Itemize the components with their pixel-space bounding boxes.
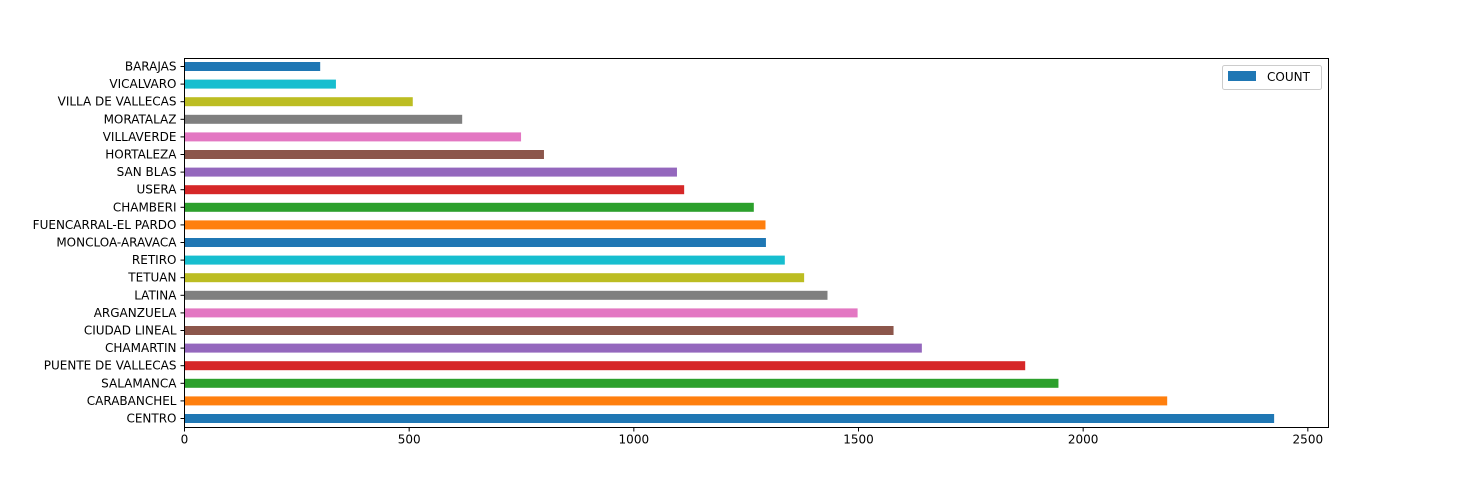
y-tick-label: SALAMANCA: [101, 376, 177, 390]
bar-tetuan: [184, 273, 805, 283]
bar-usera: [184, 185, 685, 195]
x-tick-label: 500: [398, 433, 421, 447]
y-tick-label: TETUAN: [127, 271, 176, 285]
bar-retiro: [184, 255, 785, 265]
y-tick-label: VICALVARO: [109, 77, 176, 91]
bar-puente-de-vallecas: [184, 361, 1026, 371]
x-tick-label: 2500: [1293, 433, 1324, 447]
y-tick-label: CENTRO: [126, 412, 176, 426]
y-tick-label: CHAMARTIN: [105, 341, 176, 355]
y-tick-label: USERA: [136, 183, 177, 197]
legend: COUNT: [1222, 65, 1322, 90]
y-tick-label: CARABANCHEL: [87, 394, 177, 408]
y-axis-ticks: CENTRO CARABANCHEL SALAMANCA PUENTE DE VALL…: [33, 60, 185, 426]
bar-centro: [184, 414, 1275, 423]
bar-chamartin: [184, 343, 922, 353]
bar-villaverde: [184, 132, 522, 142]
bar-arganzuela: [184, 308, 858, 318]
y-tick-label: VILLAVERDE: [103, 130, 177, 144]
y-tick-label: VILLA DE VALLECAS: [58, 95, 177, 109]
y-tick-label: PUENTE DE VALLECAS: [44, 359, 177, 373]
y-tick-label: HORTALEZA: [105, 148, 177, 162]
x-tick-label: 2000: [1068, 433, 1099, 447]
y-tick-label: BARAJAS: [125, 60, 177, 74]
y-tick-label: LATINA: [134, 288, 177, 302]
x-tick-label: 1000: [619, 433, 650, 447]
y-tick-label: FUENCARRAL-EL PARDO: [33, 218, 177, 232]
x-axis-ticks: 0 500 1000 1500 2000 2500: [181, 427, 1324, 447]
bar-villa-de-vallecas: [184, 97, 413, 107]
y-tick-label: CIUDAD LINEAL: [84, 324, 177, 338]
bar-chamberi: [184, 202, 754, 212]
x-tick-label: 0: [181, 433, 189, 447]
bar-salamanca: [184, 378, 1059, 388]
bar-hortaleza: [184, 150, 544, 159]
y-tick-label: SAN BLAS: [117, 165, 177, 179]
bar-moncloa-aravaca: [184, 238, 766, 247]
bar-moratalaz: [184, 114, 463, 124]
legend-swatch: [1228, 71, 1256, 81]
bar-san-blas: [184, 167, 677, 177]
bar-vicalvaro: [184, 79, 336, 89]
bar-latina: [184, 290, 828, 300]
y-tick-label: MORATALAZ: [104, 112, 177, 126]
y-tick-label: MONCLOA-ARAVACA: [56, 236, 177, 250]
bar-carabanchel: [184, 396, 1168, 406]
bars-group: [184, 62, 1275, 423]
bar-ciudad-lineal: [184, 326, 894, 335]
x-tick-label: 1500: [843, 433, 874, 447]
bar-fuencarral-el-pardo: [184, 220, 766, 230]
y-tick-label: RETIRO: [132, 253, 177, 267]
axes-frame: [184, 58, 1329, 428]
bar-barajas: [184, 62, 321, 71]
legend-label: COUNT: [1267, 70, 1311, 84]
y-tick-label: ARGANZUELA: [94, 306, 178, 320]
y-tick-label: CHAMBERI: [113, 200, 177, 214]
